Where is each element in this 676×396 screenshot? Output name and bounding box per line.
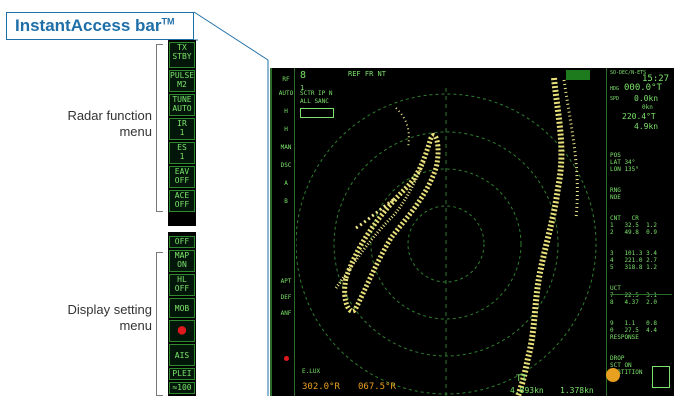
ring-readout: 1 xyxy=(300,84,305,92)
ais-button[interactable]: AIS xyxy=(169,344,195,366)
hdg-label: HDG xyxy=(610,86,620,92)
radar-function-label: Radar function menu xyxy=(20,108,152,140)
radar-display: RF AUTO H H MAN DSC A B APT DEF ANF 8 1 … xyxy=(270,68,674,396)
left-readout: ANF xyxy=(280,310,292,317)
left-readout: H xyxy=(284,108,288,115)
right-data-panel: POS LAT 34° LON 135° RNG NOE CNT CR 1 32.5 1… xyxy=(610,152,657,376)
radar-right-divider xyxy=(606,68,607,396)
radar-menu-bracket xyxy=(156,44,163,212)
ftp-readout: SO-DEC/N-ETS xyxy=(610,70,647,76)
left-readout: AUTO xyxy=(278,90,294,97)
panel-divider xyxy=(610,294,672,295)
radar-label-line1: Radar function xyxy=(67,108,152,123)
radar-scope[interactable] xyxy=(296,68,606,396)
spd-label: SPD xyxy=(610,96,620,102)
range-ring xyxy=(407,205,485,283)
left-readout: B xyxy=(284,198,288,205)
plei-button[interactable]: PLEI xyxy=(169,368,195,380)
bar-break xyxy=(168,226,196,232)
left-readout: APT xyxy=(280,278,292,285)
radar-left-divider xyxy=(294,68,295,396)
es-button[interactable]: ES 1 xyxy=(169,142,195,164)
mob-button[interactable]: MOB xyxy=(169,298,195,318)
land-echo-right xyxy=(515,77,565,396)
clock-readout: 15:27 xyxy=(642,74,670,84)
display-menu-bracket xyxy=(156,252,163,396)
red-dot-icon: ● xyxy=(177,322,187,338)
brill-button[interactable]: ≈100 xyxy=(169,382,195,394)
land-echo-top xyxy=(395,107,410,149)
mode-sub2: ALL SANC xyxy=(300,98,329,105)
tune-button[interactable]: TUNE AUTO xyxy=(169,94,195,116)
left-readout: DSC xyxy=(280,162,292,169)
ir-button[interactable]: IR 1 xyxy=(169,118,195,140)
title-main: InstantAccess bar xyxy=(15,16,162,35)
left-readout: RF xyxy=(282,76,290,83)
land-echo-left-fragment xyxy=(355,196,397,230)
range-readout[interactable]: 8 xyxy=(300,70,307,81)
status-box xyxy=(566,70,590,80)
cog-readout: 220.4°T xyxy=(622,112,656,121)
mode-sub1: SCTR IP N xyxy=(300,90,333,97)
left-readout: H xyxy=(284,126,288,133)
compass-icon[interactable] xyxy=(606,368,620,382)
title-tm: TM xyxy=(161,16,175,27)
presentation-mode[interactable]: REF FR NT xyxy=(348,70,386,78)
target-speed-1: 4.893kn xyxy=(510,386,544,395)
instantaccess-bar: TX STBY PULSE M2 TUNE AUTO IR 1 ES 1 EAV OFF A… xyxy=(168,40,196,396)
range-ring xyxy=(370,168,522,320)
alert-dot-icon xyxy=(284,356,289,361)
off-button[interactable]: OFF xyxy=(169,236,195,248)
radar-left-edge xyxy=(270,68,272,396)
left-readout: MAN xyxy=(280,144,292,151)
mini-display-icon[interactable] xyxy=(652,366,670,388)
tx-stby-button[interactable]: TX STBY xyxy=(169,42,195,68)
radar-label-line2: menu xyxy=(119,124,152,139)
display-setting-label: Display setting menu xyxy=(20,302,152,334)
target-speed-2: 1.378kn xyxy=(560,386,594,395)
display-label-line2: menu xyxy=(119,318,152,333)
vrm-readout[interactable]: 302.0°R xyxy=(302,382,340,392)
tt-label: TT xyxy=(516,374,527,384)
gain-box[interactable] xyxy=(300,108,334,118)
display-label-line1: Display setting xyxy=(67,302,152,317)
radar-left-column: RF AUTO H H MAN DSC A B APT DEF ANF xyxy=(276,68,296,396)
instantaccess-title-box: InstantAccess barTM xyxy=(6,12,194,40)
ace-button[interactable]: ACE OFF xyxy=(169,190,195,212)
map-button[interactable]: MAP ON xyxy=(169,250,195,272)
hl-button[interactable]: HL OFF xyxy=(169,274,195,296)
hdg-readout: 000.0°T xyxy=(624,83,662,93)
land-echo-right-outer xyxy=(562,79,579,219)
ebl-readout[interactable]: 067.5°R xyxy=(358,382,396,392)
spd-readout: 0.0kn xyxy=(634,94,659,103)
left-readout: A xyxy=(284,180,288,187)
left-readout: DEF xyxy=(280,294,292,301)
instantaccess-title: InstantAccess barTM xyxy=(15,16,174,36)
current-readout: 0kn xyxy=(642,104,653,111)
record-button[interactable]: ● xyxy=(169,320,195,342)
eav-button[interactable]: EAV OFF xyxy=(169,166,195,188)
pulse-button[interactable]: PULSE M2 xyxy=(169,70,195,92)
elux-label: E.LUX xyxy=(302,368,321,375)
land-echo-left xyxy=(342,133,441,314)
sog-readout: 4.9kn xyxy=(634,122,659,131)
